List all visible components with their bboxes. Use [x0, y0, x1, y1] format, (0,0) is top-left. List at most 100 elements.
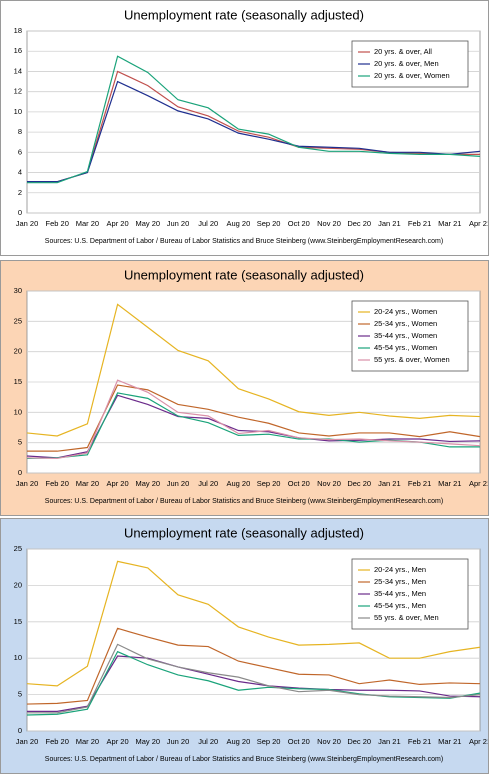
- y-tick-label: 20: [14, 580, 22, 589]
- x-tick-label: May 20: [135, 737, 160, 746]
- y-tick-label: 25: [14, 544, 22, 553]
- y-tick-label: 25: [14, 316, 22, 325]
- x-tick-label: May 20: [135, 219, 160, 228]
- y-tick-label: 14: [14, 66, 22, 75]
- x-tick-label: Jun 20: [167, 737, 190, 746]
- y-tick-label: 4: [18, 168, 22, 177]
- y-tick-label: 0: [18, 208, 22, 217]
- x-tick-label: Mar 20: [76, 219, 99, 228]
- x-tick-label: Jan 21: [378, 737, 401, 746]
- x-tick-label: Oct 20: [288, 479, 310, 488]
- y-tick-label: 15: [14, 377, 22, 386]
- y-tick-label: 30: [14, 286, 22, 295]
- x-tick-label: Feb 20: [46, 219, 69, 228]
- legend-box: [351, 40, 469, 88]
- source-note: Sources: U.S. Department of Labor / Bure…: [45, 238, 443, 245]
- legend-label: 25-34 yrs., Women: [374, 319, 437, 328]
- x-tick-label: Dec 20: [347, 737, 371, 746]
- series-line: [26, 303, 481, 437]
- x-tick-label: Jan 20: [16, 479, 39, 488]
- x-tick-label: Mar 20: [76, 737, 99, 746]
- legend-label: 20 yrs. & over, Men: [374, 59, 439, 68]
- y-tick-label: 12: [14, 87, 22, 96]
- legend-box: [351, 558, 469, 630]
- y-tick-label: 10: [14, 107, 22, 116]
- x-tick-label: Jan 21: [378, 219, 401, 228]
- y-tick-label: 0: [18, 468, 22, 477]
- x-tick-label: Mar 21: [438, 737, 461, 746]
- x-tick-label: Jun 20: [167, 479, 190, 488]
- y-tick-label: 2: [18, 188, 22, 197]
- series-line: [27, 55, 481, 184]
- x-tick-label: Apr 20: [107, 219, 129, 228]
- legend-label: 20-24 yrs., Men: [374, 565, 426, 574]
- x-tick-label: Feb 21: [408, 219, 431, 228]
- x-tick-label: Mar 20: [76, 479, 99, 488]
- legend-label: 45-54 yrs., Men: [374, 601, 426, 610]
- y-tick-label: 5: [18, 690, 22, 699]
- x-tick-label: Mar 21: [438, 219, 461, 228]
- y-tick-label: 18: [14, 26, 22, 35]
- x-tick-label: Nov 20: [317, 737, 341, 746]
- chart-panel: Unemployment rate (seasonally adjusted) 0…: [0, 260, 489, 516]
- x-tick-label: Oct 20: [288, 219, 310, 228]
- x-tick-label: Jul 20: [198, 219, 218, 228]
- series-line: [27, 643, 481, 714]
- x-tick-label: Apr 21: [469, 737, 488, 746]
- y-tick-label: 10: [14, 407, 22, 416]
- x-tick-label: Feb 20: [46, 479, 69, 488]
- legend-label: 45-54 yrs., Women: [374, 343, 437, 352]
- legend-box: [351, 300, 469, 372]
- source-note: Sources: U.S. Department of Labor / Bure…: [45, 756, 443, 763]
- y-tick-label: 8: [18, 127, 22, 136]
- x-tick-label: Jun 20: [167, 219, 190, 228]
- y-tick-label: 5: [18, 438, 22, 447]
- x-tick-label: Aug 20: [227, 219, 251, 228]
- series-line: [26, 379, 481, 460]
- x-tick-label: Apr 21: [469, 479, 488, 488]
- y-tick-label: 0: [18, 726, 22, 735]
- x-tick-label: Apr 21: [469, 219, 488, 228]
- x-tick-label: Aug 20: [227, 479, 251, 488]
- x-tick-label: Jul 20: [198, 737, 218, 746]
- x-tick-label: May 20: [135, 479, 160, 488]
- legend-label: 20-24 yrs., Women: [374, 307, 437, 316]
- x-tick-label: Apr 20: [107, 479, 129, 488]
- legend-label: 20 yrs. & over, Women: [374, 71, 450, 80]
- y-tick-label: 10: [14, 653, 22, 662]
- chart-title: Unemployment rate (seasonally adjusted): [124, 525, 364, 540]
- legend-label: 35-44 yrs., Men: [374, 589, 426, 598]
- source-note: Sources: U.S. Department of Labor / Bure…: [45, 498, 443, 505]
- x-tick-label: Jan 20: [16, 219, 39, 228]
- x-tick-label: Aug 20: [227, 737, 251, 746]
- y-tick-label: 15: [14, 617, 22, 626]
- chart-panel: Unemployment rate (seasonally adjusted) 0…: [0, 518, 489, 774]
- x-tick-label: Dec 20: [347, 219, 371, 228]
- x-tick-label: Oct 20: [288, 737, 310, 746]
- x-tick-label: Jul 20: [198, 479, 218, 488]
- legend-label: 25-34 yrs., Men: [374, 577, 426, 586]
- y-tick-label: 6: [18, 147, 22, 156]
- x-tick-label: Feb 20: [46, 737, 69, 746]
- x-tick-label: Nov 20: [317, 479, 341, 488]
- chart: Unemployment rate (seasonally adjusted) 0…: [14, 525, 488, 763]
- legend-label: 35-44 yrs., Women: [374, 331, 437, 340]
- legend-label: 55 yrs. & over, Men: [374, 613, 439, 622]
- series-line: [26, 650, 481, 716]
- x-tick-label: Feb 21: [408, 479, 431, 488]
- y-tick-label: 20: [14, 347, 22, 356]
- x-tick-label: Jan 20: [16, 737, 39, 746]
- x-tick-label: Sep 20: [257, 479, 281, 488]
- series-line: [26, 560, 481, 687]
- x-tick-label: Mar 21: [438, 479, 461, 488]
- chart-panel: Unemployment rate (seasonally adjusted) 0…: [0, 0, 489, 256]
- chart-title: Unemployment rate (seasonally adjusted): [124, 7, 364, 22]
- chart: Unemployment rate (seasonally adjusted) 0…: [14, 7, 488, 245]
- x-tick-label: Dec 20: [347, 479, 371, 488]
- x-tick-label: Jan 21: [378, 479, 401, 488]
- x-tick-label: Sep 20: [257, 737, 281, 746]
- chart-title: Unemployment rate (seasonally adjusted): [124, 267, 364, 282]
- y-tick-label: 16: [14, 46, 22, 55]
- x-tick-label: Feb 21: [408, 737, 431, 746]
